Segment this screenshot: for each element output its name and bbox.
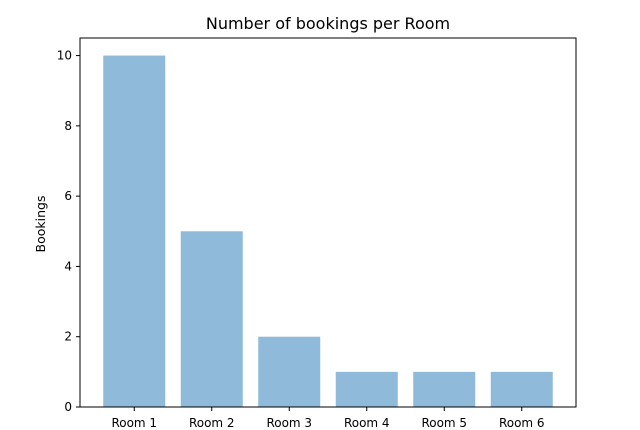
y-tick-label: 0 [64, 400, 72, 414]
bar-room-6 [490, 371, 553, 407]
bar-room-3 [258, 336, 321, 407]
chart-title: Number of bookings per Room [206, 14, 450, 33]
bar-room-2 [180, 231, 243, 407]
x-tick-label: Room 2 [189, 416, 235, 430]
x-ticks: Room 1 Room 2 Room 3 Room 4 Room 5 Room 6 [111, 407, 545, 430]
y-tick-label: 8 [64, 119, 72, 133]
x-tick-label: Room 6 [499, 416, 545, 430]
y-tick-label: 4 [64, 259, 72, 273]
y-tick-label: 10 [57, 49, 72, 63]
x-tick-label: Room 1 [111, 416, 157, 430]
bar-room-1 [103, 55, 166, 407]
y-axis-label: Bookings [33, 196, 48, 253]
x-tick-label: Room 5 [421, 416, 467, 430]
bar-room-5 [413, 371, 476, 407]
plot-frame [79, 37, 577, 408]
bars-group [103, 55, 553, 407]
x-tick-label: Room 4 [344, 416, 390, 430]
y-ticks: 0 2 4 6 8 10 [57, 49, 80, 414]
x-tick-label: Room 3 [266, 416, 312, 430]
y-tick-label: 6 [64, 189, 72, 203]
bar-room-4 [335, 371, 398, 407]
y-tick-label: 2 [64, 330, 72, 344]
